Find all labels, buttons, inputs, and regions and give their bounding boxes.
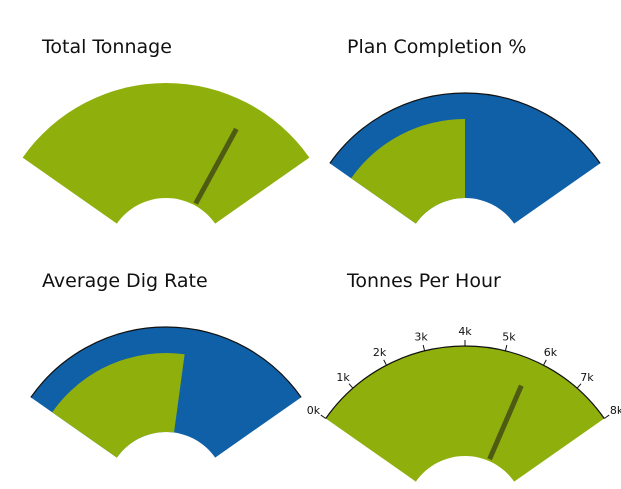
- tick-mark: [422, 344, 426, 351]
- tick-mark: [543, 359, 547, 366]
- gauge-title: Total Tonnage: [42, 36, 172, 58]
- gauge-title: Average Dig Rate: [42, 270, 208, 292]
- tick-label: 6k: [544, 346, 558, 359]
- tick-mark: [320, 414, 327, 419]
- gauge-face: [22, 83, 310, 224]
- tick-label: 0k: [307, 404, 321, 417]
- gauge-panel-plan-completion: Plan Completion %: [305, 0, 605, 230]
- tick-label: 5k: [502, 330, 516, 343]
- tick-mark: [348, 383, 354, 389]
- tick-label: 8k: [610, 404, 621, 417]
- gauge-svg: 0k 1k 2k 3k 4k 5k 6k 7k 8k: [307, 325, 621, 482]
- gauge-title: Plan Completion %: [347, 36, 527, 58]
- gauge-needle: [487, 384, 524, 461]
- gauge-outline: [325, 345, 605, 419]
- tick-label: 4k: [458, 325, 472, 338]
- gauge-needle: [193, 127, 239, 205]
- tick-mark: [576, 383, 582, 389]
- gauge-svg: [30, 326, 302, 458]
- gauge-panel-total-tonnage: Total Tonnage: [0, 0, 310, 230]
- gauge-panel-average-dig-rate: Average Dig Rate: [0, 234, 302, 464]
- tick-label: 3k: [414, 330, 428, 343]
- tick-mark: [504, 344, 508, 351]
- gauge-face: [325, 346, 605, 482]
- tick-mark: [383, 359, 387, 366]
- gauge-title: Tonnes Per Hour: [347, 270, 501, 292]
- gauge-panel-tonnes-per-hour: Tonnes Per Hour 0k 1k 2k 3k 4k 5k 6k 7k 8k: [305, 234, 621, 482]
- gauge-svg: [22, 83, 310, 224]
- gauge-svg: [329, 92, 601, 224]
- gauge-outline: [329, 92, 601, 164]
- tick-label: 2k: [373, 346, 387, 359]
- tick-mark: [603, 414, 610, 419]
- gauge-value-fill: [52, 353, 185, 458]
- tick-label: 1k: [336, 371, 350, 384]
- tick-label: 7k: [580, 371, 594, 384]
- gauge-outline: [30, 326, 302, 398]
- gauge-value-fill: [351, 119, 465, 224]
